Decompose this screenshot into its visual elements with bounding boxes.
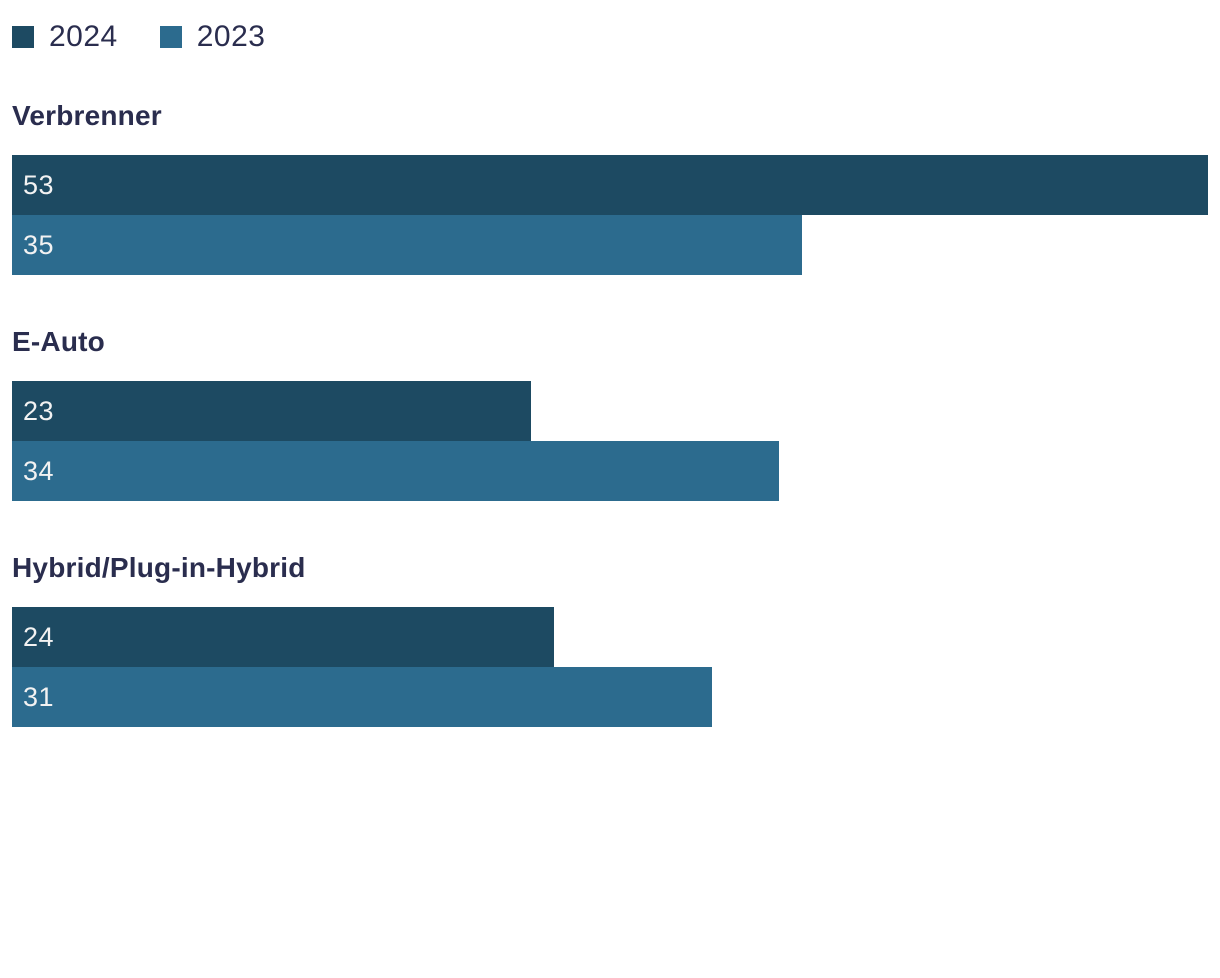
legend-swatch-2024-icon [12,26,34,48]
bar-value-label: 34 [23,455,55,486]
bar-value-label: 35 [23,229,55,260]
bar-2024: 24 [12,607,554,667]
legend-item-2024: 2024 [12,22,118,52]
bar-2023: 34 [12,441,780,501]
bar-value-label: 23 [23,395,55,426]
category-heading: E-Auto [12,326,105,357]
bar-2023: 35 [12,215,802,275]
legend: 2024 2023 [12,22,266,52]
bar-2023: 31 [12,667,712,727]
legend-label-2024: 2024 [49,20,118,53]
bar-2024: 23 [12,381,532,441]
bar-pair: 24 31 [12,607,1208,727]
chart-group-hybrid-plug-in-hybrid: Hybrid/Plug-in-Hybrid 24 31 [12,553,1208,727]
bar-pair: 23 34 [12,381,1208,501]
legend-item-2023: 2023 [159,20,266,53]
category-heading: Hybrid/Plug-in-Hybrid [12,552,306,583]
bar-value-label: 24 [23,621,55,652]
chart-group-e-auto: E-Auto 23 34 [12,327,1208,501]
bar-value-label: 31 [23,681,55,712]
chart-group-verbrenner: Verbrenner 53 35 [12,101,1208,275]
category-heading: Verbrenner [12,100,162,131]
bar-value-label: 53 [23,169,55,200]
bar-pair: 53 35 [12,155,1208,275]
legend-swatch-2023-icon [159,26,182,48]
bar-2024: 53 [12,155,1208,215]
legend-label-2023: 2023 [196,20,266,53]
